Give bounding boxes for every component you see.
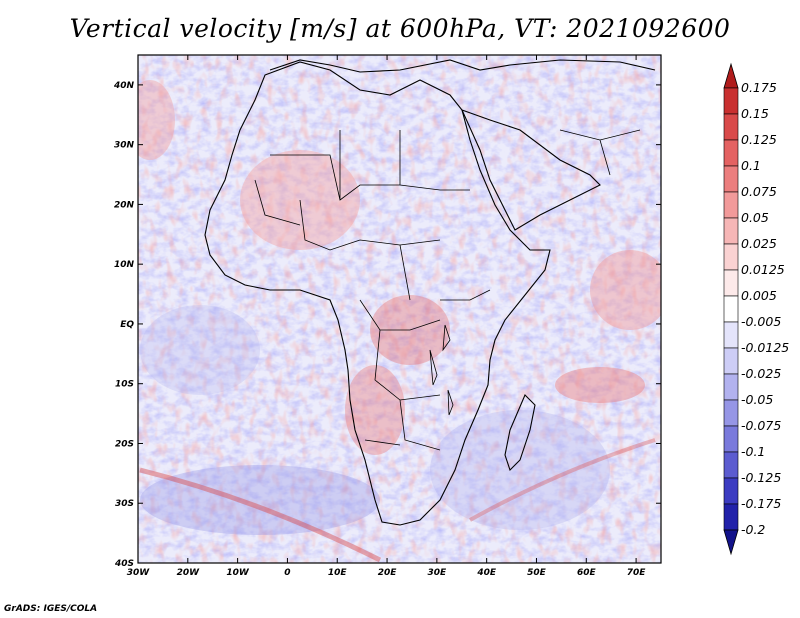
colorbar-level-label: 0.075 [741, 184, 777, 199]
lat-tick-label: 30S [115, 499, 134, 509]
vertical-velocity-field [138, 55, 661, 563]
lon-tick-label: 30W [127, 568, 151, 578]
lon-tick-label: 60E [577, 568, 597, 578]
colorbar-segment [723, 347, 739, 375]
lake-outlines [429, 324, 454, 416]
colorbar-level-label: 0.05 [741, 210, 769, 225]
europe-coastline [269, 59, 656, 73]
colorbar-level-label: 0.0125 [741, 262, 785, 277]
colorbar-level-label: 0.025 [741, 236, 777, 251]
colorbar-level-label: -0.025 [741, 366, 781, 381]
colorbar-level-label: 0.125 [741, 132, 777, 147]
lat-tick-label: 40S [114, 559, 134, 569]
lon-tick-label: 10E [328, 568, 348, 578]
colorbar-max-triangle [723, 62, 739, 89]
colorbar-segment [723, 139, 739, 167]
colorbar-segment [723, 269, 739, 297]
colorbar-level-label: -0.0125 [741, 340, 789, 355]
lat-tick-label: EQ [120, 320, 134, 330]
colorbar-segment [723, 217, 739, 245]
colorbar-level-label: 0.15 [741, 106, 769, 121]
colorbar-level-label: -0.05 [741, 392, 773, 407]
chart-title: Vertical velocity [m/s] at 600hPa, VT: 2… [69, 14, 731, 43]
lon-tick-label: 20E [378, 568, 398, 578]
plot-frame [137, 54, 662, 564]
colorbar-segment [723, 295, 739, 323]
lon-tick-label: 40E [476, 568, 497, 578]
colorbar-segment [723, 425, 739, 453]
lon-tick-label: 0 [284, 568, 290, 578]
colorbar-segment [723, 399, 739, 427]
lat-tick-label: 10S [115, 380, 134, 390]
colorbar-segment [723, 373, 739, 401]
lon-tick-label: 30E [428, 568, 448, 578]
africa-coastline [204, 61, 551, 526]
arabia-coastline [460, 109, 601, 231]
colorbar-level-label: -0.175 [741, 496, 781, 511]
credit-label: GrADS: IGES/COLA [4, 604, 98, 614]
lon-tick-label: 20W [177, 568, 201, 578]
colorbar-segment [723, 321, 739, 349]
colorbar-min-triangle [723, 529, 739, 556]
lon-tick-label: 70E [627, 568, 647, 578]
colorbar-level-label: -0.1 [741, 444, 765, 459]
longitude-axis: 30W 20W 10W 0 10E 20E 30E 40E 50E 60E 70E [127, 55, 647, 578]
colorbar-segment [723, 503, 739, 531]
lat-tick-label: 40N [113, 81, 135, 91]
colorbar-segment [723, 477, 739, 505]
latitude-axis: 40N 30N 20N 10N EQ 10S 20S 30S 40S [113, 81, 661, 569]
colorbar-level-label: -0.2 [741, 522, 765, 537]
colorbar-level-label: -0.075 [741, 418, 781, 433]
lat-tick-label: 20N [114, 200, 135, 210]
lon-tick-label: 10W [226, 568, 250, 578]
colorbar-level-label: 0.175 [741, 80, 777, 95]
colorbar-level-label: 0.1 [741, 158, 761, 173]
lat-tick-label: 20S [115, 439, 134, 449]
country-borders [254, 129, 641, 451]
colorbar-segment [723, 113, 739, 141]
colorbar-segment [723, 243, 739, 271]
madagascar-coastline [504, 394, 536, 472]
colorbar-segment [723, 165, 739, 193]
coastline-borders [204, 59, 656, 526]
colorbar-level-label: 0.005 [741, 288, 777, 303]
lat-tick-label: 10N [114, 260, 135, 270]
colorbar: 0.175 0.15 0.125 0.1 0.075 0.05 0.025 0.0125 0.0… [723, 62, 789, 556]
lon-tick-label: 50E [527, 568, 547, 578]
colorbar-segment [723, 451, 739, 479]
colorbar-level-label: -0.005 [741, 314, 781, 329]
lat-tick-label: 30N [114, 141, 135, 151]
colorbar-segment [723, 191, 739, 219]
colorbar-level-label: -0.125 [741, 470, 781, 485]
colorbar-segment [723, 87, 739, 115]
